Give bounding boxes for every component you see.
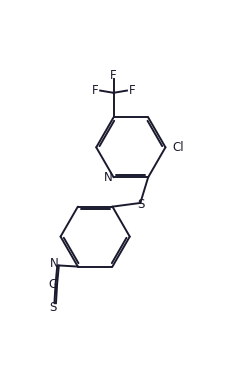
Text: N: N — [103, 171, 112, 184]
Text: F: F — [110, 69, 116, 82]
Text: F: F — [128, 84, 135, 97]
Text: S: S — [49, 302, 56, 314]
Text: N: N — [49, 257, 58, 270]
Text: C: C — [48, 278, 56, 291]
Text: F: F — [92, 84, 98, 97]
Text: Cl: Cl — [171, 141, 183, 154]
Text: S: S — [137, 198, 144, 211]
